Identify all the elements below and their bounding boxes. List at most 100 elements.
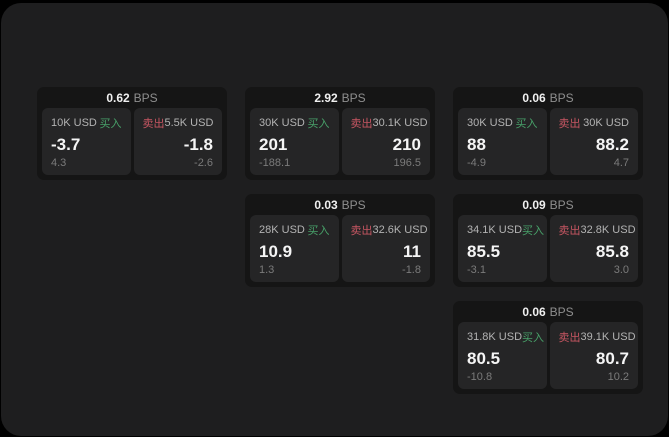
sell-amount: 32.6K USD bbox=[372, 224, 428, 236]
buy-tile-header: 28K USD 买入 bbox=[259, 222, 330, 238]
buy-price: 10.9 bbox=[259, 242, 293, 261]
card-header: 0.06 BPS bbox=[453, 87, 643, 108]
quote-grid: 0.62 BPS 10K USD 买入 -3.7 4.3 卖出 5.5K USD… bbox=[37, 87, 643, 394]
quote-card: 0.62 BPS 10K USD 买入 -3.7 4.3 卖出 5.5K USD… bbox=[37, 87, 227, 180]
sell-amount: 5.5K USD bbox=[164, 117, 214, 129]
bps-value: 2.92 bbox=[314, 90, 338, 105]
buy-side-label: 买入 bbox=[522, 225, 545, 237]
card-header: 0.06 BPS bbox=[453, 301, 643, 322]
buy-tile[interactable]: 28K USD 买入 10.9 1.3 bbox=[250, 215, 339, 282]
sell-sub-value: -2.6 bbox=[194, 157, 213, 169]
sell-amount: 30K USD bbox=[583, 117, 629, 129]
sell-tile-header: 卖出 5.5K USD bbox=[143, 115, 214, 131]
card-header: 0.03 BPS bbox=[245, 194, 435, 215]
buy-side-label: 买入 bbox=[307, 118, 330, 130]
sell-sub-value: -1.8 bbox=[402, 264, 421, 276]
quote-card: 0.06 BPS 30K USD 买入 88 -4.9 卖出 30K USD 8… bbox=[453, 87, 643, 180]
bps-unit-label: BPS bbox=[341, 90, 366, 105]
bps-value: 0.06 bbox=[522, 304, 546, 319]
sell-price: 85.8 bbox=[595, 242, 629, 261]
card-body: 31.8K USD 买入 80.5 -10.8 卖出 39.1K USD 80.… bbox=[453, 322, 643, 394]
sell-price: 88.2 bbox=[595, 135, 629, 154]
sell-price: -1.8 bbox=[183, 135, 213, 154]
buy-tile-header: 30K USD 买入 bbox=[259, 115, 330, 131]
buy-amount: 10K USD bbox=[51, 117, 97, 129]
buy-price: 85.5 bbox=[467, 242, 501, 261]
bps-unit-label: BPS bbox=[133, 90, 158, 105]
quote-card: 2.92 BPS 30K USD 买入 201 -188.1 卖出 30.1K … bbox=[245, 87, 435, 180]
quote-card: 0.03 BPS 28K USD 买入 10.9 1.3 卖出 32.6K US… bbox=[245, 194, 435, 287]
buy-tile[interactable]: 30K USD 买入 201 -188.1 bbox=[250, 108, 339, 175]
buy-amount: 34.1K USD bbox=[467, 224, 523, 236]
card-body: 30K USD 买入 201 -188.1 卖出 30.1K USD 210 1… bbox=[245, 108, 435, 180]
bps-value: 0.09 bbox=[522, 197, 546, 212]
sell-tile[interactable]: 卖出 30K USD 88.2 4.7 bbox=[549, 108, 638, 175]
card-body: 30K USD 买入 88 -4.9 卖出 30K USD 88.2 4.7 bbox=[453, 108, 643, 180]
buy-price: 80.5 bbox=[467, 349, 501, 368]
sell-price: 80.7 bbox=[595, 349, 629, 368]
buy-price: 201 bbox=[259, 135, 288, 154]
buy-tile[interactable]: 10K USD 买入 -3.7 4.3 bbox=[42, 108, 131, 175]
sell-sub-value: 4.7 bbox=[613, 157, 629, 169]
sell-amount: 39.1K USD bbox=[580, 331, 636, 343]
card-body: 10K USD 买入 -3.7 4.3 卖出 5.5K USD -1.8 -2.… bbox=[37, 108, 227, 180]
sell-tile[interactable]: 卖出 32.6K USD 11 -1.8 bbox=[341, 215, 430, 282]
sell-tile[interactable]: 卖出 5.5K USD -1.8 -2.6 bbox=[133, 108, 222, 175]
sell-tile-header: 卖出 32.6K USD bbox=[350, 222, 428, 238]
buy-tile-header: 34.1K USD 买入 bbox=[467, 222, 544, 238]
buy-sub-value: 1.3 bbox=[259, 264, 275, 276]
buy-amount: 30K USD bbox=[467, 117, 513, 129]
sell-sub-value: 196.5 bbox=[393, 157, 421, 169]
sell-tile[interactable]: 卖出 39.1K USD 80.7 10.2 bbox=[549, 322, 638, 389]
buy-tile[interactable]: 30K USD 买入 88 -4.9 bbox=[458, 108, 547, 175]
sell-sub-value: 10.2 bbox=[607, 371, 629, 383]
buy-sub-value: 4.3 bbox=[51, 157, 67, 169]
buy-side-label: 买入 bbox=[99, 118, 122, 130]
bps-unit-label: BPS bbox=[549, 90, 574, 105]
bps-value: 0.62 bbox=[106, 90, 130, 105]
quote-card: 0.06 BPS 31.8K USD 买入 80.5 -10.8 卖出 39.1… bbox=[453, 301, 643, 394]
buy-side-label: 买入 bbox=[522, 332, 545, 344]
sell-sub-value: 3.0 bbox=[613, 264, 629, 276]
card-body: 34.1K USD 买入 85.5 -3.1 卖出 32.8K USD 85.8… bbox=[453, 215, 643, 287]
buy-sub-value: -4.9 bbox=[467, 157, 486, 169]
buy-amount: 31.8K USD bbox=[467, 331, 523, 343]
sell-price: 210 bbox=[392, 135, 421, 154]
buy-price: 88 bbox=[467, 135, 486, 154]
sell-side-label: 卖出 bbox=[558, 225, 581, 237]
buy-sub-value: -188.1 bbox=[259, 157, 291, 169]
bps-unit-label: BPS bbox=[549, 197, 574, 212]
buy-side-label: 买入 bbox=[515, 118, 538, 130]
sell-tile[interactable]: 卖出 32.8K USD 85.8 3.0 bbox=[549, 215, 638, 282]
card-header: 2.92 BPS bbox=[245, 87, 435, 108]
bps-unit-label: BPS bbox=[341, 197, 366, 212]
buy-amount: 30K USD bbox=[259, 117, 305, 129]
sell-side-label: 卖出 bbox=[558, 118, 581, 130]
buy-tile-header: 31.8K USD 买入 bbox=[467, 329, 544, 345]
card-header: 0.62 BPS bbox=[37, 87, 227, 108]
sell-tile[interactable]: 卖出 30.1K USD 210 196.5 bbox=[341, 108, 430, 175]
sell-amount: 32.8K USD bbox=[580, 224, 636, 236]
sell-tile-header: 卖出 30K USD bbox=[559, 115, 630, 131]
buy-price: -3.7 bbox=[51, 135, 81, 154]
bps-value: 0.03 bbox=[314, 197, 338, 212]
buy-sub-value: -10.8 bbox=[467, 371, 493, 383]
sell-amount: 30.1K USD bbox=[372, 117, 428, 129]
buy-side-label: 买入 bbox=[307, 225, 330, 237]
card-body: 28K USD 买入 10.9 1.3 卖出 32.6K USD 11 -1.8 bbox=[245, 215, 435, 287]
card-header: 0.09 BPS bbox=[453, 194, 643, 215]
sell-tile-header: 卖出 30.1K USD bbox=[350, 115, 428, 131]
sell-side-label: 卖出 bbox=[350, 225, 373, 237]
buy-tile[interactable]: 31.8K USD 买入 80.5 -10.8 bbox=[458, 322, 547, 389]
sell-price: 11 bbox=[403, 242, 421, 261]
buy-tile[interactable]: 34.1K USD 买入 85.5 -3.1 bbox=[458, 215, 547, 282]
buy-tile-header: 10K USD 买入 bbox=[51, 115, 122, 131]
buy-sub-value: -3.1 bbox=[467, 264, 486, 276]
bps-value: 0.06 bbox=[522, 90, 546, 105]
sell-side-label: 卖出 bbox=[350, 118, 373, 130]
app-window: 0.62 BPS 10K USD 买入 -3.7 4.3 卖出 5.5K USD… bbox=[1, 3, 668, 436]
sell-tile-header: 卖出 32.8K USD bbox=[558, 222, 636, 238]
bps-unit-label: BPS bbox=[549, 304, 574, 319]
buy-amount: 28K USD bbox=[259, 224, 305, 236]
sell-side-label: 卖出 bbox=[558, 332, 581, 344]
